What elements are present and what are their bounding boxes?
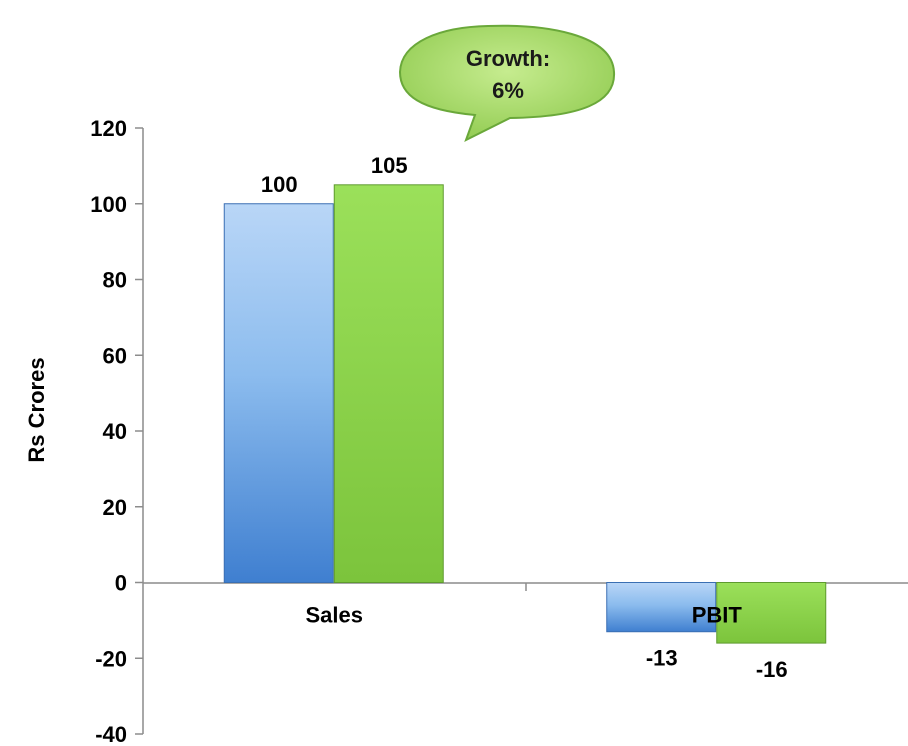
y-tick-label: 40 <box>103 419 127 444</box>
bar-pbit-series-1 <box>606 582 717 633</box>
callout-line-1: Growth: <box>466 46 550 71</box>
category-label-pbit: PBIT <box>692 603 743 628</box>
y-axis-title: Rs Crores <box>24 357 49 462</box>
y-tick-group: -40 -20 0 20 40 60 80 100 120 <box>90 116 143 746</box>
bar-sales-series-2 <box>333 184 444 583</box>
y-tick-label: 20 <box>103 495 127 520</box>
callout-line-2: 6% <box>492 78 524 103</box>
category-labels-group: Sales PBIT <box>306 603 743 628</box>
y-tick-label: -40 <box>95 722 127 746</box>
y-tick-label: 0 <box>115 571 127 596</box>
y-tick-label: -20 <box>95 646 127 671</box>
category-label-sales: Sales <box>306 603 364 628</box>
bar-sales-series-1 <box>223 203 334 583</box>
bar-pbit-series-2 <box>716 582 827 644</box>
growth-callout: Growth: 6% <box>398 24 616 143</box>
data-label-pbit-series-2: -16 <box>756 657 788 682</box>
y-tick-label: 120 <box>90 116 127 141</box>
y-tick-label: 100 <box>90 192 127 217</box>
y-tick-label: 60 <box>103 343 127 368</box>
bars-group <box>223 184 827 644</box>
data-label-sales-series-2: 105 <box>371 153 408 178</box>
y-tick-label: 80 <box>103 268 127 293</box>
data-label-sales-series-1: 100 <box>261 172 298 197</box>
callout-bubble-shape <box>398 24 616 143</box>
data-labels-group: 100 105 -13 -16 <box>261 153 788 682</box>
data-label-pbit-series-1: -13 <box>646 646 678 671</box>
